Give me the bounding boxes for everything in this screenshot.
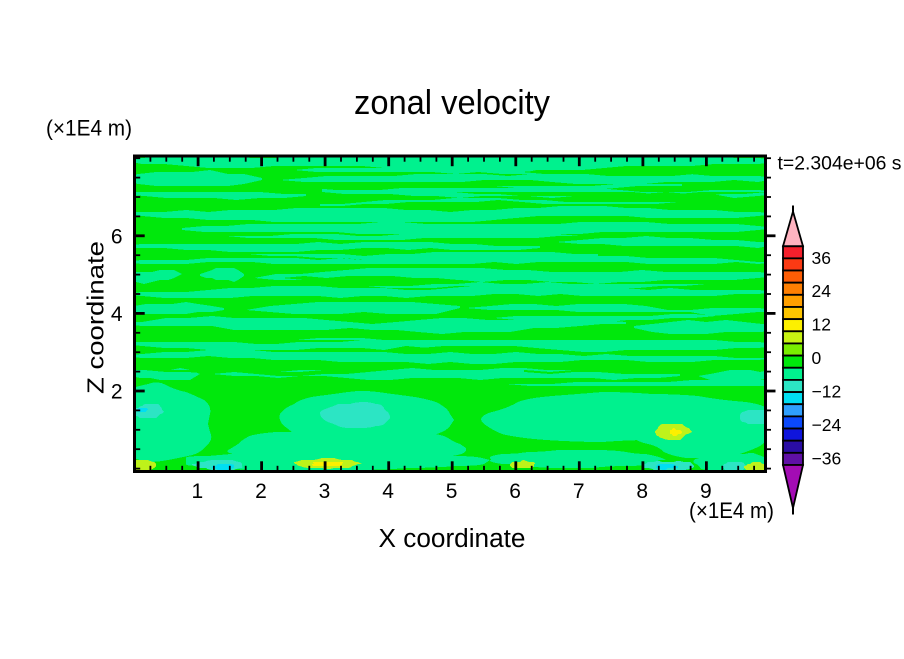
svg-text:−36: −36 <box>812 449 842 469</box>
svg-text:2: 2 <box>255 480 267 503</box>
svg-text:t=2.304e+06 s: t=2.304e+06 s <box>778 154 902 175</box>
svg-text:1: 1 <box>192 480 204 503</box>
svg-text:6: 6 <box>111 225 123 248</box>
svg-text:(×1E4 m): (×1E4 m) <box>689 498 774 523</box>
svg-text:5: 5 <box>446 480 458 503</box>
svg-text:X coordinate: X coordinate <box>379 525 526 553</box>
svg-text:−12: −12 <box>812 382 842 402</box>
svg-text:6: 6 <box>509 480 521 503</box>
svg-text:9: 9 <box>700 480 712 503</box>
svg-text:12: 12 <box>812 315 831 335</box>
svg-text:7: 7 <box>573 480 585 503</box>
svg-text:2: 2 <box>111 381 123 404</box>
svg-text:4: 4 <box>382 480 394 503</box>
svg-text:Z coordinate: Z coordinate <box>83 241 109 394</box>
svg-text:zonal velocity: zonal velocity <box>354 84 550 122</box>
svg-text:−24: −24 <box>812 415 842 435</box>
svg-text:3: 3 <box>319 480 331 503</box>
svg-text:4: 4 <box>111 303 123 326</box>
svg-text:0: 0 <box>812 348 822 368</box>
svg-text:36: 36 <box>812 248 831 268</box>
svg-text:24: 24 <box>812 281 832 301</box>
svg-text:8: 8 <box>636 480 648 503</box>
svg-text:(×1E4 m): (×1E4 m) <box>46 116 132 141</box>
